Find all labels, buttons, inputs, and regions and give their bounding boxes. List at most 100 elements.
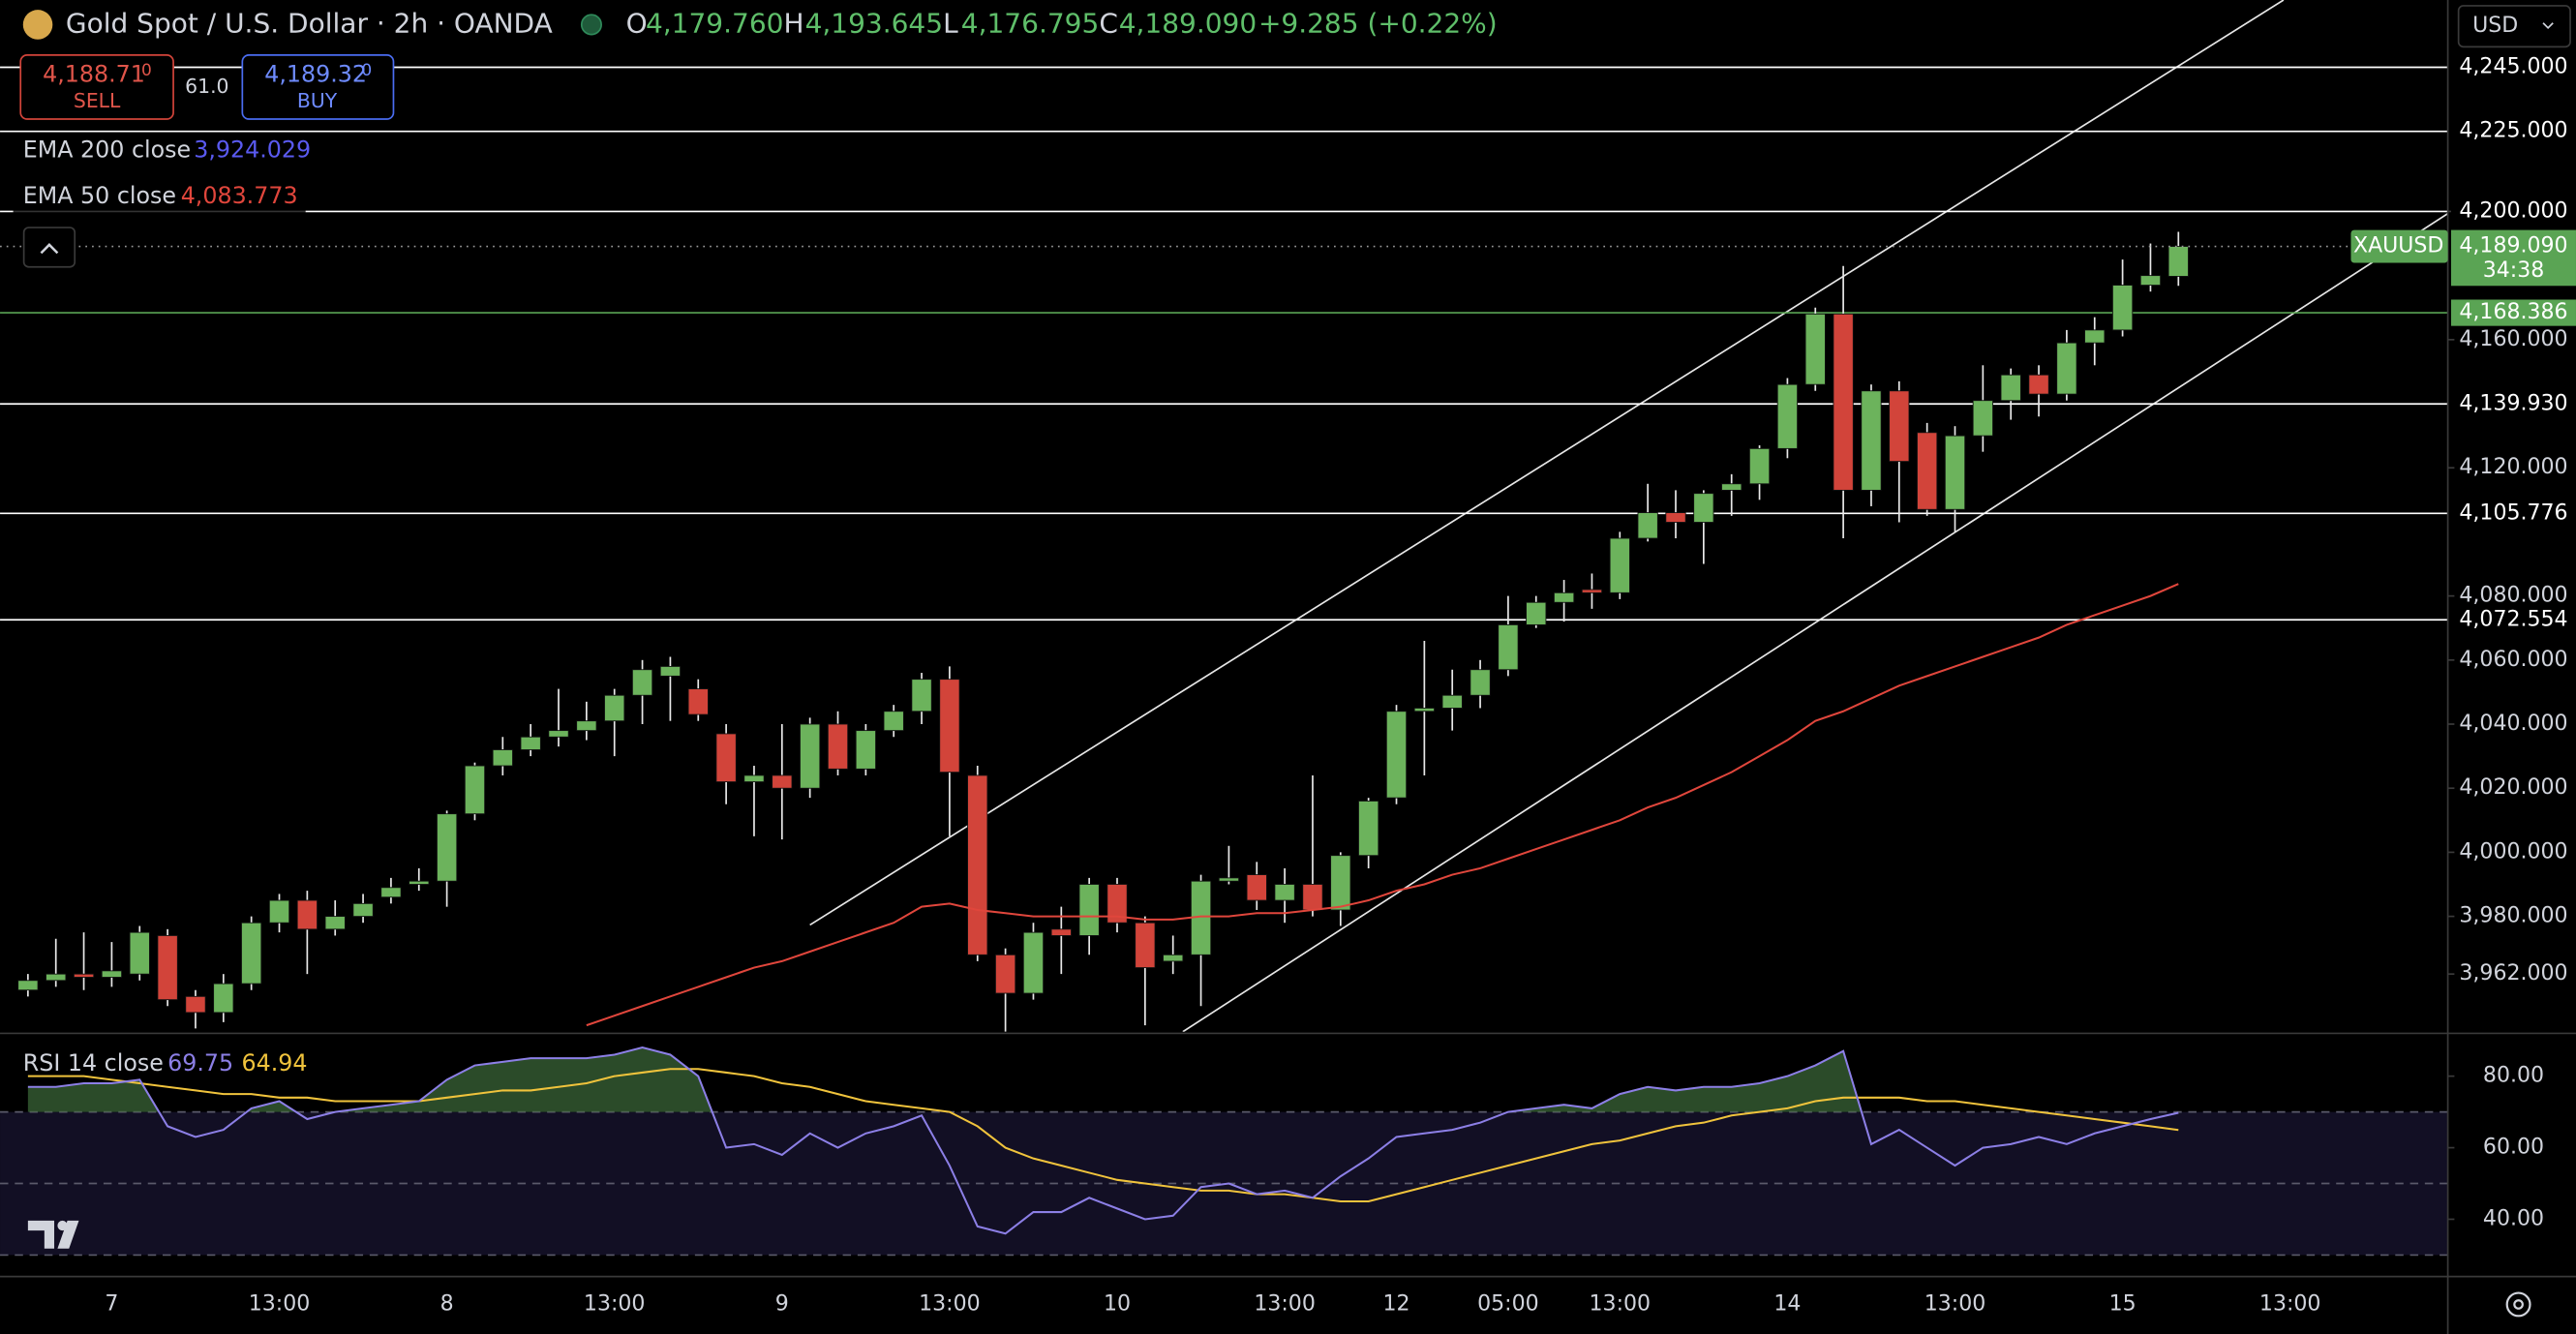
candle-body [1246, 874, 1267, 901]
x-tick-label: 15 [2109, 1291, 2137, 1316]
candle-body [17, 980, 39, 991]
candle-body [1972, 400, 1993, 437]
sell-price-sup[interactable]: 0 [141, 61, 152, 80]
candle-body [73, 973, 95, 978]
candle-body [1470, 669, 1491, 696]
candle-body [1135, 922, 1156, 968]
level-label-box [2451, 118, 2576, 145]
candle-body [1218, 877, 1240, 882]
spread: 61.0 [185, 75, 228, 98]
candle-body [1861, 390, 1882, 491]
candle-body [827, 723, 849, 770]
collapse-box[interactable] [22, 227, 76, 268]
y-tick-label: 3,980.000 [2459, 904, 2567, 928]
gear-inner[interactable] [2513, 1299, 2524, 1310]
candle-body [548, 730, 569, 738]
sell-button[interactable]: 4,188.71 0 SELL [19, 54, 174, 120]
x-tick-label: 7 [105, 1291, 118, 1316]
candle-body [241, 922, 262, 985]
overlay: Gold Spot / U.S. Dollar · 2h · OANDA O 4… [13, 5, 2571, 1318]
candle-body [352, 902, 374, 918]
candle-body [296, 899, 318, 930]
sell-box[interactable] [19, 54, 174, 120]
ohlc-key: H [784, 7, 804, 39]
currency[interactable]: USD [2472, 14, 2518, 38]
candle-body [1498, 623, 1519, 671]
buy-label[interactable]: BUY [297, 89, 338, 112]
candle-body [1302, 884, 1323, 911]
symbol-label: XAUUSD [2353, 234, 2443, 258]
buy-box[interactable] [241, 54, 395, 120]
channel-upper [809, 0, 2285, 926]
candle-body [492, 749, 513, 767]
tradingview-logo [27, 1220, 79, 1249]
candle-body [715, 733, 737, 783]
candle-body [1833, 313, 1854, 491]
sell-label[interactable]: SELL [74, 89, 121, 112]
currency-caret[interactable] [2542, 22, 2554, 30]
x-tick-label: 12 [1382, 1291, 1409, 1316]
level-label: 4,168.386 [2459, 300, 2567, 324]
candle-body [1693, 493, 1714, 523]
logo-t [27, 1220, 55, 1249]
change: +9.285 (+0.22%) [1258, 7, 1498, 39]
buy-price-sup[interactable]: 0 [361, 61, 372, 80]
legend-value: 4,083.773 [181, 182, 298, 209]
candle-body [1022, 931, 1045, 994]
x-tick-label: 13:00 [584, 1291, 646, 1316]
ema-line [586, 583, 2179, 1027]
x-tick-label: 05:00 [1477, 1291, 1539, 1316]
legend-name: EMA 50 close [23, 182, 176, 209]
candle-body [1526, 601, 1547, 625]
candle-body [1665, 512, 1686, 523]
gear-outer[interactable] [2505, 1291, 2531, 1318]
level-label: 4,105.776 [2459, 500, 2567, 525]
x-tick-label: 13:00 [2259, 1291, 2321, 1316]
level-label: 4,072.554 [2459, 607, 2567, 631]
candle-body [464, 765, 486, 815]
settings-button[interactable] [2505, 1291, 2531, 1318]
x-tick-label: 13:00 [1924, 1291, 1986, 1316]
candle-body [604, 694, 625, 722]
ohlc-value: 4,189.090 [1119, 7, 1258, 39]
candle-body [185, 995, 206, 1014]
candle-body [2167, 246, 2189, 277]
candle-body [772, 774, 793, 789]
candle-body [1637, 512, 1658, 539]
sell-price[interactable]: 4,188.71 [43, 61, 145, 88]
currency-select[interactable]: USD [2457, 5, 2571, 48]
x-tick-label: 10 [1104, 1291, 1131, 1316]
candle-body [939, 679, 960, 773]
level-label-box [2451, 500, 2576, 527]
rsi-ma-value: 64.94 [241, 1049, 307, 1076]
buy-button[interactable]: 4,189.32 0 BUY [241, 54, 395, 120]
candle-body [967, 774, 988, 955]
axis-labels: 3,962.000 3,980.000 4,000.000 4,020.000 4,04… [105, 53, 2576, 1316]
candle-body [576, 720, 597, 732]
candle-body [520, 736, 541, 750]
x-tick-label: 8 [440, 1291, 454, 1316]
level-label: 4,139.930 [2459, 391, 2567, 415]
candle-body [1106, 884, 1128, 924]
candle-body [883, 711, 904, 732]
y-tick-label: 4,160.000 [2459, 327, 2567, 351]
buy-price[interactable]: 4,189.32 [264, 61, 367, 88]
level-label-box [2451, 390, 2576, 417]
candle-body [995, 954, 1016, 994]
last-price-label: 4,189.090 [2459, 234, 2567, 258]
level-label-box [2451, 197, 2576, 226]
x-tick-label: 13:00 [1590, 1291, 1652, 1316]
rsi-pane [0, 1046, 2448, 1257]
logo-v [57, 1220, 79, 1249]
currency-box[interactable] [2457, 5, 2571, 48]
candle-body [1078, 884, 1100, 936]
candle-body [1944, 435, 1966, 510]
collapse-button[interactable] [22, 227, 76, 268]
ohlc-key: C [1099, 7, 1118, 39]
x-tick-label: 13:00 [1254, 1291, 1316, 1316]
collapse-icon[interactable] [40, 243, 59, 255]
level-label-box [2451, 606, 2576, 633]
candle-body [1441, 694, 1463, 709]
